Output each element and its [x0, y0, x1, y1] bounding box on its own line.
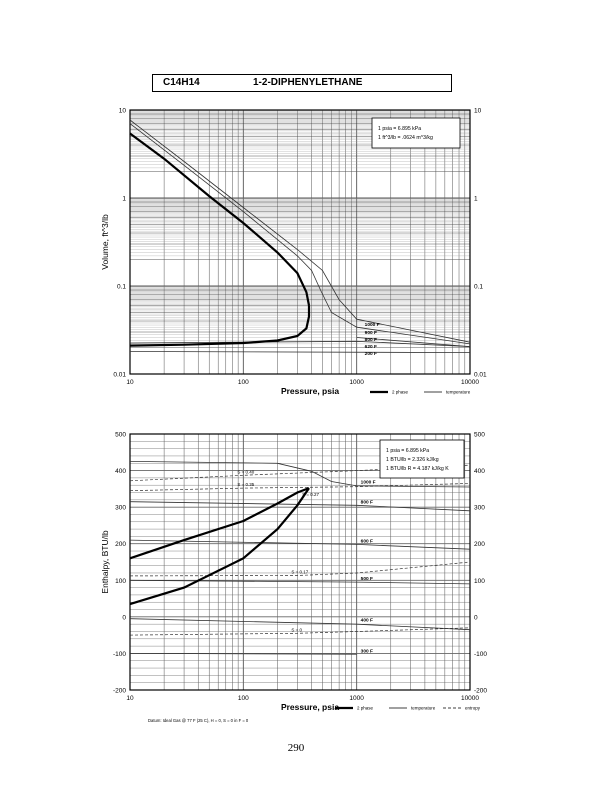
compound-name: 1-2-DIPHENYLETHANE: [253, 77, 363, 88]
isotherm-label: 1000 F: [365, 322, 380, 328]
isotherm-label: 200 F: [365, 351, 377, 357]
isotherm-line: [129, 501, 471, 512]
x-tick-label: 1000: [349, 695, 364, 702]
isotherm-label: 800 F: [361, 499, 373, 505]
y-tick-label-left: -200: [113, 688, 126, 695]
isotherm-line: [129, 340, 471, 347]
isotherm-label: 600 F: [361, 538, 373, 544]
y-tick-label-right: 500: [474, 432, 485, 439]
isotherm-line: [356, 337, 471, 347]
isotherm-label: 800 F: [365, 337, 377, 343]
x-tick-label: 1000: [349, 379, 364, 386]
isotherm-label: 500 F: [361, 576, 373, 582]
entropy-label: S = 0.40: [237, 469, 254, 474]
isotherm-label: 400 F: [361, 617, 373, 623]
y-axis-label: Enthalpy, BTU/lb: [100, 530, 110, 593]
isotherm-label: 620 F: [365, 344, 377, 350]
legend-label: 2 phase: [357, 706, 374, 711]
legend-label: temperature: [446, 390, 471, 395]
x-tick-label: 10000: [461, 379, 479, 386]
y-tick-label-left: 0.01: [113, 372, 126, 379]
y-tick-label-right: 0: [474, 614, 478, 621]
y-tick-label-right: 1: [474, 196, 478, 203]
datum-note: Datum: Ideal Gas @ 77 F (25 C), H = 0, S…: [148, 718, 249, 723]
page-number: 290: [287, 742, 305, 754]
y-tick-label-left: 100: [115, 578, 126, 585]
isotherm-line: [129, 579, 471, 585]
isotherm-label: 300 F: [361, 649, 373, 655]
y-tick-label-right: 200: [474, 541, 485, 548]
y-tick-label-right: 0.1: [474, 284, 483, 291]
entropy-label: S = 0.17: [291, 570, 308, 575]
y-tick-label-right: -100: [474, 651, 487, 658]
isotherm-line: [129, 119, 471, 343]
entropy-label: S = 0: [291, 627, 302, 632]
entropy-label: S = 0.27: [302, 492, 319, 497]
saturated-vapor-curve: [129, 132, 311, 306]
saturated-vapor-curve: [129, 487, 310, 560]
isotherm-line: [129, 618, 471, 631]
y-tick-label-left: 500: [115, 432, 126, 439]
y-axis-label: Volume, ft^3/lb: [100, 214, 110, 270]
isotherm-label: 900 F: [365, 330, 377, 336]
y-tick-label-right: 10: [474, 108, 482, 115]
entropy-label: S = 0.35: [237, 482, 254, 487]
compound-formula: C14H14: [163, 77, 200, 88]
isotherm-line: [129, 123, 471, 345]
x-tick-label: 10: [126, 379, 134, 386]
saturated-liquid-curve: [129, 305, 311, 347]
plot-frame: [129, 109, 471, 375]
y-tick-label-right: 100: [474, 578, 485, 585]
y-tick-label-left: 10: [119, 108, 127, 115]
y-tick-label-right: 400: [474, 468, 485, 475]
y-tick-label-right: 300: [474, 505, 485, 512]
x-tick-label: 100: [238, 695, 249, 702]
legend-label: 2 phase: [392, 390, 409, 395]
x-tick-label: 10: [126, 695, 134, 702]
isotherm-line: [129, 539, 471, 550]
conversion-text: 1 psia = 6.895 kPa: [378, 126, 421, 132]
y-tick-label-right: 0.01: [474, 372, 487, 379]
x-tick-label: 10000: [461, 695, 479, 702]
y-tick-label-left: 300: [115, 505, 126, 512]
y-tick-label-left: 1: [122, 196, 126, 203]
x-axis-label: Pressure, psia: [281, 702, 339, 712]
y-tick-label-left: 200: [115, 541, 126, 548]
entropy-line: [129, 464, 471, 482]
isotherm-line: [129, 653, 357, 655]
x-tick-label: 100: [238, 379, 249, 386]
legend-label: temperature: [411, 706, 436, 711]
y-tick-label-left: -100: [113, 651, 126, 658]
isotherm-line: [129, 351, 471, 353]
entropy-line: [129, 561, 471, 577]
y-tick-label-right: -200: [474, 688, 487, 695]
saturated-liquid-curve: [129, 487, 310, 606]
conversion-box: [371, 117, 461, 149]
entropy-line: [129, 627, 471, 636]
y-tick-label-left: 0.1: [117, 284, 126, 291]
conversion-text: 1 BTU/lb = 2.326 kJ/kg: [386, 457, 439, 463]
conversion-text: 1 ft^3/lb = .0624 m^3/kg: [378, 135, 433, 141]
x-axis-label: Pressure, psia: [281, 386, 339, 396]
conversion-box: [379, 439, 465, 479]
legend-label: entropy: [465, 706, 481, 711]
chart-title-box: C14H14 1-2-DIPHENYLETHANE: [152, 74, 452, 92]
isotherm-label: 1000 F: [361, 480, 376, 486]
conversion-text: 1 psia = 6.895 kPa: [386, 448, 429, 454]
entropy-line: [129, 483, 471, 492]
y-tick-label-left: 400: [115, 468, 126, 475]
y-tick-label-left: 0: [122, 614, 126, 621]
conversion-text: 1 BTU/lb R = 4.187 kJ/kg K: [386, 466, 449, 472]
